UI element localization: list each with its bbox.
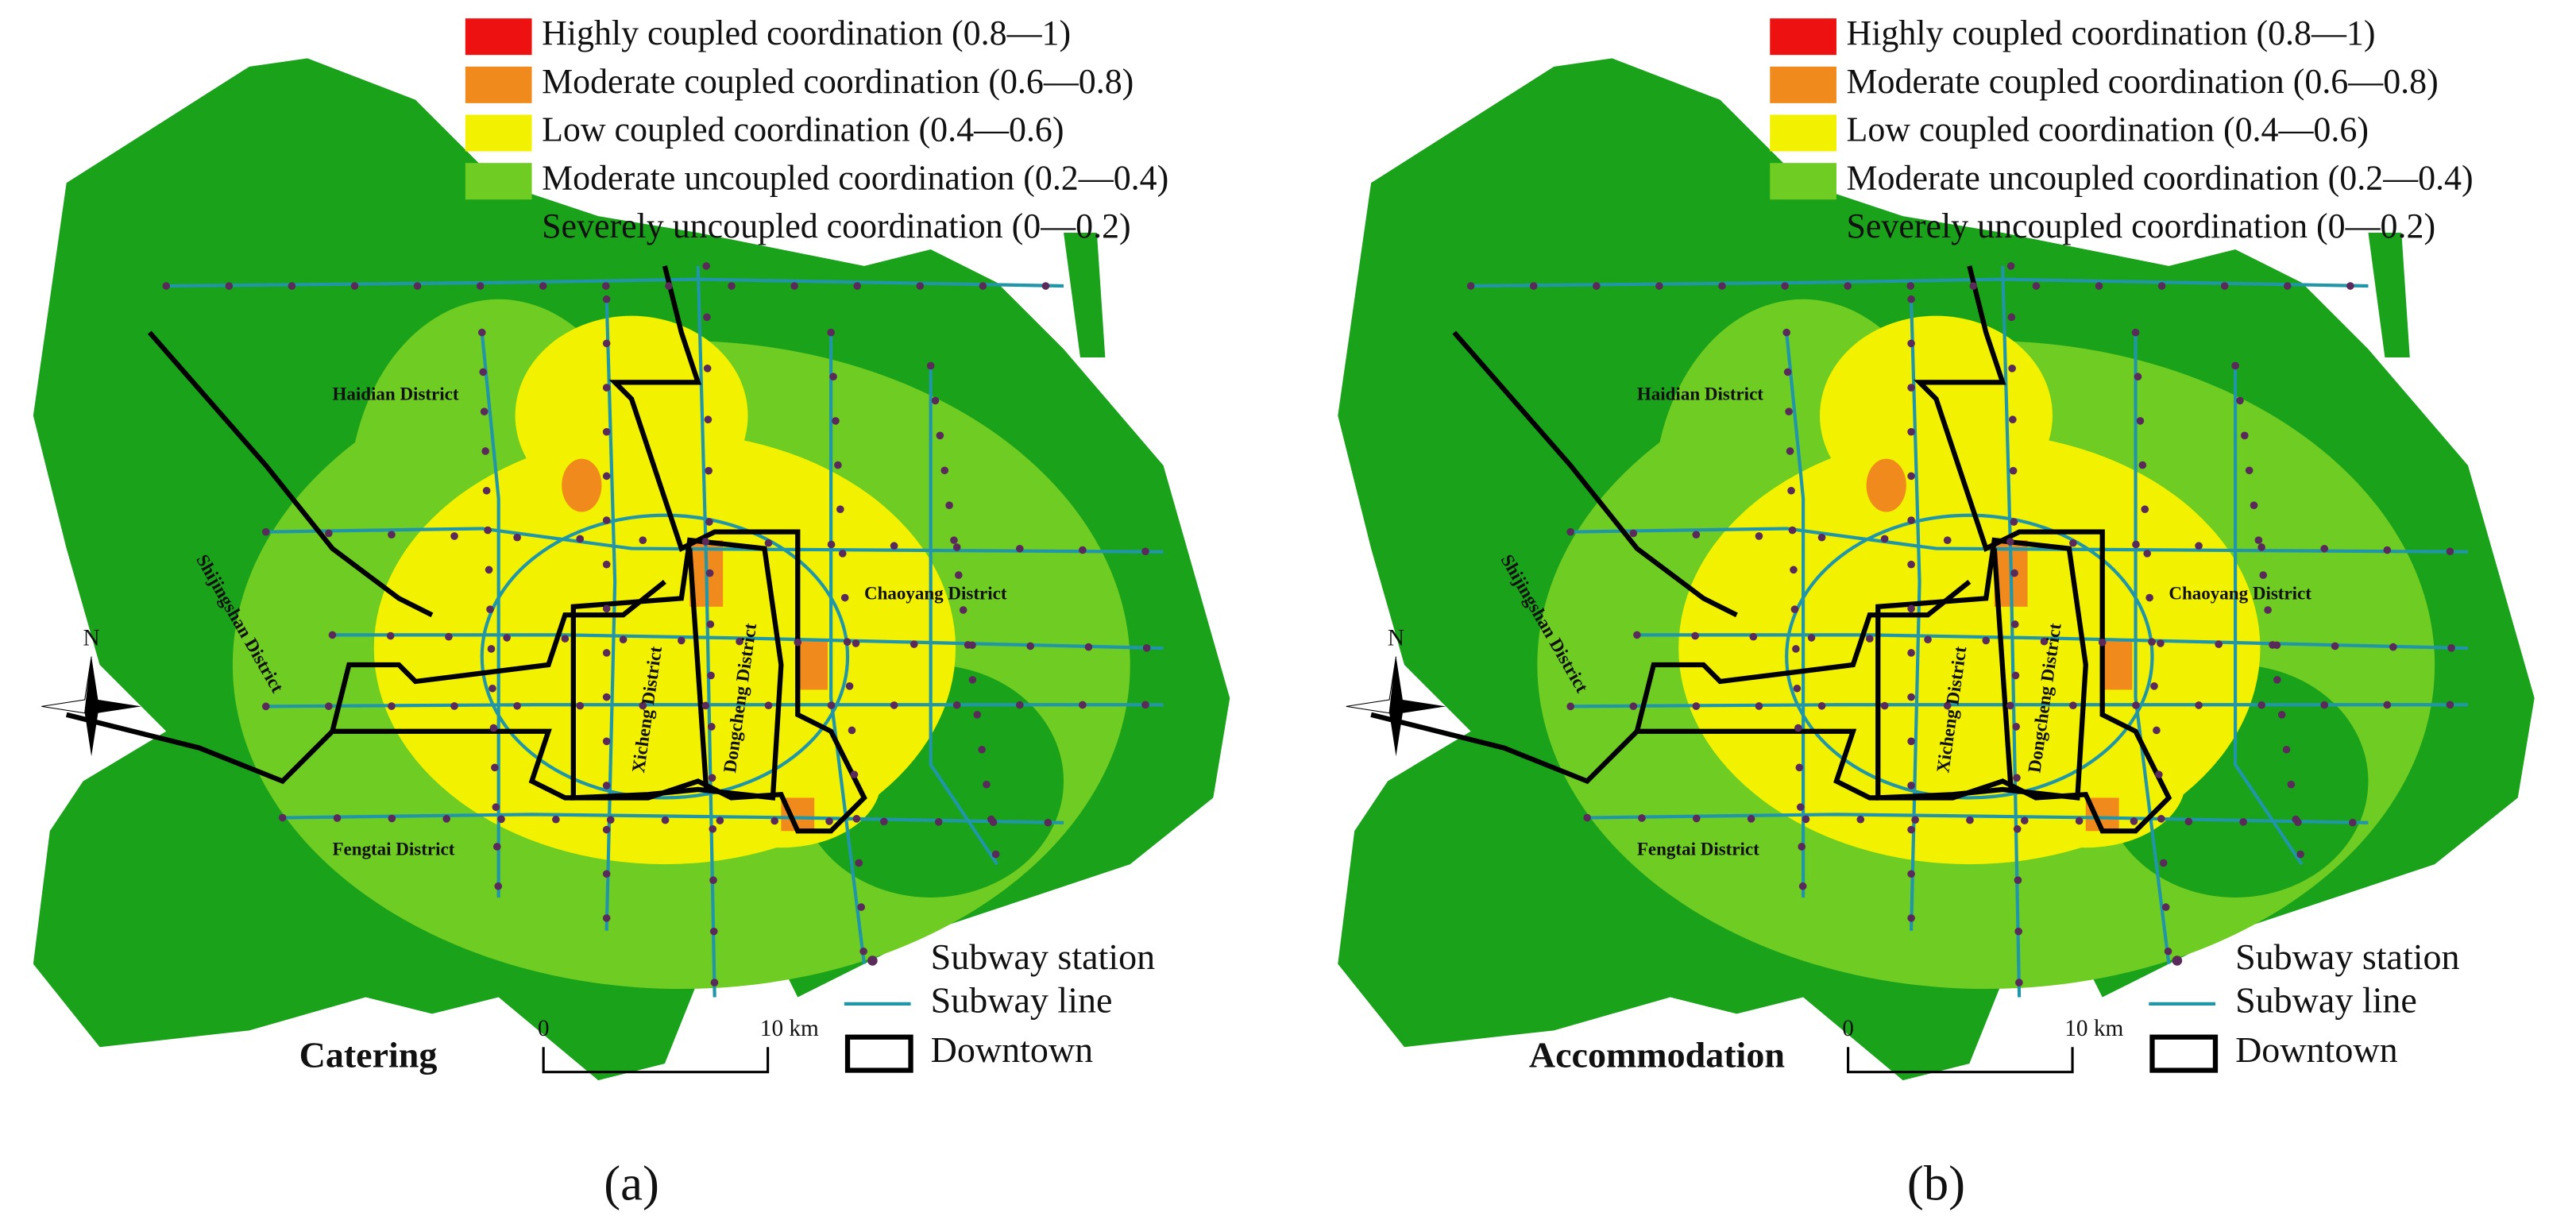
symbol-label: Downtown xyxy=(2235,1029,2398,1070)
station-symbol xyxy=(867,956,878,966)
symbol-label: Subway station xyxy=(2235,936,2459,977)
scale-bar xyxy=(542,1047,770,1074)
district-label: Fengtai District xyxy=(1637,839,1759,859)
legend-label: Moderate coupled coordination (0.6—0.8) xyxy=(1846,62,2438,101)
legend-swatch xyxy=(465,66,532,103)
district-label: Fengtai District xyxy=(332,839,454,859)
legend-label: Severely uncoupled coordination (0—0.2) xyxy=(1846,207,2435,245)
legend-label: Highly coupled coordination (0.8—1) xyxy=(1846,14,2375,52)
panels: Highly coupled coordination (0.8—1) Moder… xyxy=(33,14,2535,1211)
scale-label: 10 km xyxy=(760,1016,819,1041)
scale-label: 0 xyxy=(1842,1016,1854,1041)
district-label: Haidian District xyxy=(332,383,458,403)
legend-swatch xyxy=(1770,18,1836,56)
district-label: Chaoyang District xyxy=(864,582,1007,603)
symbol-label: Downtown xyxy=(931,1029,1094,1070)
station-symbol xyxy=(2172,956,2183,966)
legend-swatch xyxy=(1770,114,1836,152)
legend-swatch xyxy=(465,114,532,152)
legend-label: Moderate uncoupled coordination (0.2—0.4… xyxy=(1846,158,2473,197)
downtown-symbol xyxy=(2149,1034,2219,1073)
legend-swatch xyxy=(1770,66,1836,103)
scale-bar xyxy=(1847,1047,2074,1074)
symbol-label: Subway line xyxy=(931,979,1113,1020)
legend-label: Severely uncoupled coordination (0—0.2) xyxy=(542,207,1131,245)
district-label: Haidian District xyxy=(1637,383,1763,403)
legend-swatch xyxy=(1770,210,1836,248)
panel: Highly coupled coordination (0.8—1) Moder… xyxy=(33,14,1230,1211)
symbol-label: Subway station xyxy=(931,936,1155,977)
panel: Highly coupled coordination (0.8—1) Moder… xyxy=(1338,14,2534,1211)
legend-swatch xyxy=(465,163,532,200)
legend-label: Low coupled coordination (0.4—0.6) xyxy=(542,110,1064,149)
panel-title: Accommodation xyxy=(1529,1034,1785,1075)
compass-label: N xyxy=(1388,625,1404,651)
legend-swatch xyxy=(465,210,532,248)
compass-label: N xyxy=(83,625,99,651)
scale-label: 10 km xyxy=(2064,1016,2123,1041)
downtown-symbol xyxy=(844,1034,913,1073)
symbol-label: Subway line xyxy=(2235,979,2417,1020)
legend-label: Highly coupled coordination (0.8—1) xyxy=(542,14,1071,52)
scale-label: 0 xyxy=(538,1016,550,1041)
panel-caption: (a) xyxy=(604,1156,659,1211)
legend-swatch xyxy=(1770,163,1836,200)
legend-label: Moderate uncoupled coordination (0.2—0.4… xyxy=(542,158,1168,197)
panel-caption: (b) xyxy=(1907,1156,1965,1211)
legend-label: Moderate coupled coordination (0.6—0.8) xyxy=(542,62,1134,101)
legend-swatch xyxy=(465,18,532,56)
legend-label: Low coupled coordination (0.4—0.6) xyxy=(1846,110,2368,149)
district-label: Chaoyang District xyxy=(2169,582,2311,603)
panel-title: Catering xyxy=(299,1034,438,1075)
